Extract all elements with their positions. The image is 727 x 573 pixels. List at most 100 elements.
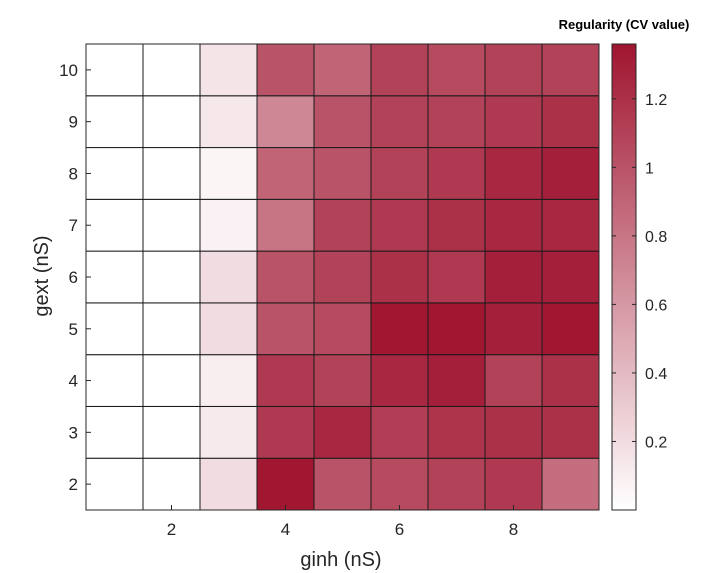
heatmap-cell — [370, 43, 429, 97]
heatmap-cell — [541, 43, 600, 97]
heatmap-cell — [541, 95, 600, 149]
heatmap-cell — [85, 250, 144, 304]
heatmap-cell — [142, 354, 201, 407]
x-axis-ticks: 2 4 6 8 — [167, 505, 518, 539]
heatmap-cell — [313, 250, 372, 304]
heatmap-cell — [199, 95, 258, 149]
heatmap-cell — [313, 302, 372, 356]
heatmap-cell — [142, 43, 201, 97]
heatmap-cell — [199, 43, 258, 97]
y-tick-label: 4 — [69, 372, 78, 391]
y-tick-label: 8 — [69, 164, 78, 183]
heatmap-cell — [199, 250, 258, 304]
heatmap-cell — [370, 302, 429, 356]
heatmap-cell — [370, 405, 429, 459]
heatmap-cell — [313, 457, 372, 511]
heatmap-cell — [541, 405, 600, 459]
colorbar-ticks: 0.2 0.4 0.6 0.8 1 1.2 — [612, 92, 667, 451]
heatmap-cell — [199, 198, 258, 252]
heatmap-cell — [427, 147, 486, 200]
heatmap-cell — [199, 457, 258, 511]
heatmap-cell — [199, 302, 258, 356]
heatmap-cell — [541, 302, 600, 356]
heatmap-cell — [484, 457, 543, 511]
heatmap-cell — [427, 354, 486, 407]
x-tick-label: 2 — [167, 520, 176, 539]
colorbar-tick-label: 1.2 — [645, 92, 667, 109]
colorbar-title: Regularity (CV value) — [559, 17, 690, 32]
heatmap-cell — [313, 354, 372, 407]
heatmap-cell — [142, 95, 201, 149]
heatmap-cell — [484, 43, 543, 97]
heatmap-cell — [484, 95, 543, 149]
heatmap-cell — [370, 147, 429, 200]
x-tick-label: 6 — [395, 520, 404, 539]
heatmap-cell — [313, 147, 372, 200]
heatmap-cell — [85, 43, 144, 97]
colorbar-tick-label: 0.6 — [645, 297, 667, 314]
heatmap-cell — [85, 198, 144, 252]
heatmap-cell — [256, 198, 315, 252]
heatmap-cell — [370, 250, 429, 304]
heatmap-cell — [370, 95, 429, 149]
heatmap-cell — [256, 457, 315, 511]
heatmap-cell — [427, 457, 486, 511]
y-tick-label: 5 — [69, 320, 78, 339]
heatmap-cells — [85, 43, 600, 511]
heatmap-cell — [142, 198, 201, 252]
colorbar-tick-label: 0.8 — [645, 229, 667, 246]
heatmap-cell — [427, 302, 486, 356]
y-tick-label: 7 — [69, 216, 78, 235]
heatmap-cell — [256, 147, 315, 200]
heatmap-cell — [427, 198, 486, 252]
heatmap-cell — [370, 457, 429, 511]
heatmap-cell — [85, 457, 144, 511]
x-tick-label: 4 — [281, 520, 290, 539]
heatmap-cell — [256, 302, 315, 356]
heatmap-cell — [85, 405, 144, 459]
heatmap-cell — [85, 147, 144, 200]
heatmap-cell — [484, 147, 543, 200]
heatmap-cell — [370, 354, 429, 407]
heatmap-cell — [199, 405, 258, 459]
heatmap-cell — [541, 457, 600, 511]
heatmap-cell — [484, 302, 543, 356]
heatmap-cell — [313, 405, 372, 459]
heatmap-cell — [541, 147, 600, 200]
heatmap-cell — [142, 457, 201, 511]
heatmap-cell — [541, 250, 600, 304]
heatmap-cell — [313, 198, 372, 252]
y-axis-ticks: 2 3 4 5 6 7 8 9 10 — [59, 61, 91, 494]
colorbar — [611, 43, 637, 511]
heatmap-cell — [256, 43, 315, 97]
heatmap-cell — [313, 43, 372, 97]
y-tick-label: 2 — [69, 475, 78, 494]
heatmap-cell — [85, 95, 144, 149]
heatmap-cell — [142, 147, 201, 200]
heatmap-cell — [427, 43, 486, 97]
heatmap-cell — [484, 198, 543, 252]
heatmap-cell — [484, 354, 543, 407]
heatmap-cell — [256, 95, 315, 149]
heatmap-cell — [427, 250, 486, 304]
heatmap-cell — [427, 95, 486, 149]
heatmap-cell — [199, 354, 258, 407]
heatmap-cell — [370, 198, 429, 252]
y-tick-label: 3 — [69, 423, 78, 442]
colorbar-tick-label: 0.2 — [645, 434, 667, 451]
y-tick-label: 10 — [59, 61, 78, 80]
heatmap-cell — [85, 302, 144, 356]
heatmap-cell — [541, 354, 600, 407]
heatmap-cell — [256, 250, 315, 304]
heatmap-cell — [142, 302, 201, 356]
heatmap-cell — [484, 405, 543, 459]
heatmap-cell — [142, 250, 201, 304]
heatmap-cell — [484, 250, 543, 304]
colorbar-tick-label: 0.4 — [645, 366, 667, 383]
heatmap-cell — [256, 405, 315, 459]
heatmap-cell — [541, 198, 600, 252]
y-tick-label: 9 — [69, 113, 78, 132]
colorbar-tick-label: 1 — [645, 160, 654, 177]
x-tick-label: 8 — [509, 520, 518, 539]
